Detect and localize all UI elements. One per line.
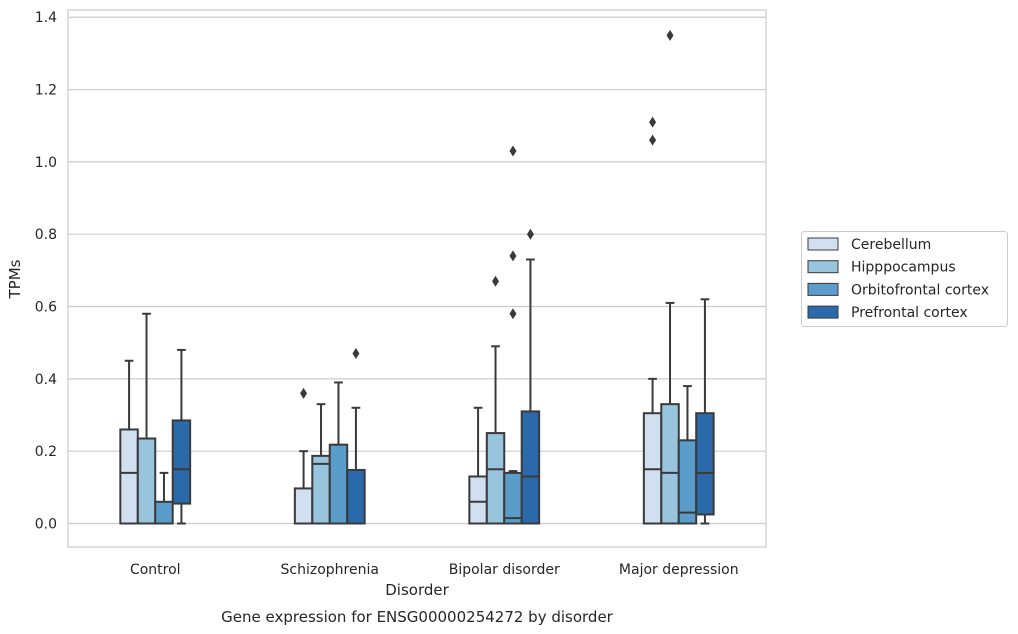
legend: Cerebellum Hipppocampus Orbitofrontal cort…	[801, 231, 1008, 327]
box	[695, 412, 715, 516]
legend-label: Cerebellum	[851, 237, 931, 253]
y-tick-label: 0.8	[35, 227, 57, 243]
box-group	[468, 406, 488, 525]
outlier-point	[649, 116, 657, 128]
y-tick-label: 1.4	[35, 10, 57, 26]
box	[660, 403, 680, 525]
box	[311, 454, 331, 525]
outlier-point	[352, 348, 360, 360]
box	[468, 475, 488, 525]
box	[293, 487, 314, 525]
outlier-point	[526, 228, 534, 240]
box-group	[520, 228, 541, 525]
x-tick-label: Schizophrenia	[281, 562, 379, 578]
box	[520, 410, 541, 525]
box-group	[677, 385, 698, 525]
legend-label: Orbitofrontal cortex	[851, 282, 989, 298]
legend-label: Prefrontal cortex	[851, 305, 968, 321]
y-tick-label: 1.0	[35, 155, 57, 171]
x-tick-label: Control	[130, 562, 181, 578]
box-group	[642, 116, 663, 525]
box-group	[485, 275, 506, 525]
box-group	[328, 381, 349, 525]
outlier-point	[509, 308, 517, 320]
legend-frame	[801, 231, 1008, 327]
box-group	[695, 298, 715, 525]
y-tick-label: 0.4	[35, 372, 57, 388]
outlier-point	[492, 275, 500, 287]
box	[328, 443, 349, 525]
box-group	[503, 145, 523, 525]
y-axis-ticks: 0.0 0.2 0.4 0.6 0.8 1.0 1.2 1.4	[35, 10, 57, 532]
x-tick-label: Major depression	[619, 562, 739, 578]
y-tick-label: 0.6	[35, 300, 57, 316]
plot-frame	[67, 9, 767, 548]
box	[503, 471, 523, 525]
y-tick-label: 0.2	[35, 444, 57, 460]
outlier-point	[509, 250, 517, 262]
chart-title: Gene expression for ENSG00000254272 by d…	[221, 608, 614, 626]
x-axis-ticks: Control Schizophrenia Bipolar disorder Majo…	[130, 562, 739, 578]
plot-area	[119, 29, 715, 525]
y-tick-label: 0.0	[35, 516, 57, 532]
box-group	[136, 312, 157, 525]
y-axis-label: TPMs	[6, 259, 24, 299]
legend-label: Hipppocampus	[851, 260, 956, 276]
legend-swatch	[807, 260, 839, 274]
x-axis-label: Disorder	[385, 581, 449, 599]
legend-swatch	[807, 305, 839, 319]
box	[485, 432, 506, 525]
box	[171, 419, 192, 505]
box	[154, 500, 174, 525]
box-group	[171, 348, 192, 525]
outlier-point	[509, 145, 517, 157]
box-group	[346, 348, 366, 525]
outlier-point	[666, 29, 674, 41]
box	[677, 439, 698, 525]
box-group	[154, 471, 174, 525]
legend-swatch	[807, 237, 839, 251]
legend-swatch	[807, 282, 839, 296]
box-group	[119, 359, 139, 525]
y-tick-label: 1.2	[35, 83, 57, 99]
box	[136, 437, 157, 525]
box-group	[311, 403, 331, 525]
x-tick-label: Bipolar disorder	[449, 562, 560, 578]
box-group	[293, 387, 314, 525]
outlier-point	[300, 387, 308, 399]
outlier-point	[649, 134, 657, 146]
box-group	[660, 29, 680, 525]
box	[119, 428, 139, 525]
box	[346, 468, 366, 525]
